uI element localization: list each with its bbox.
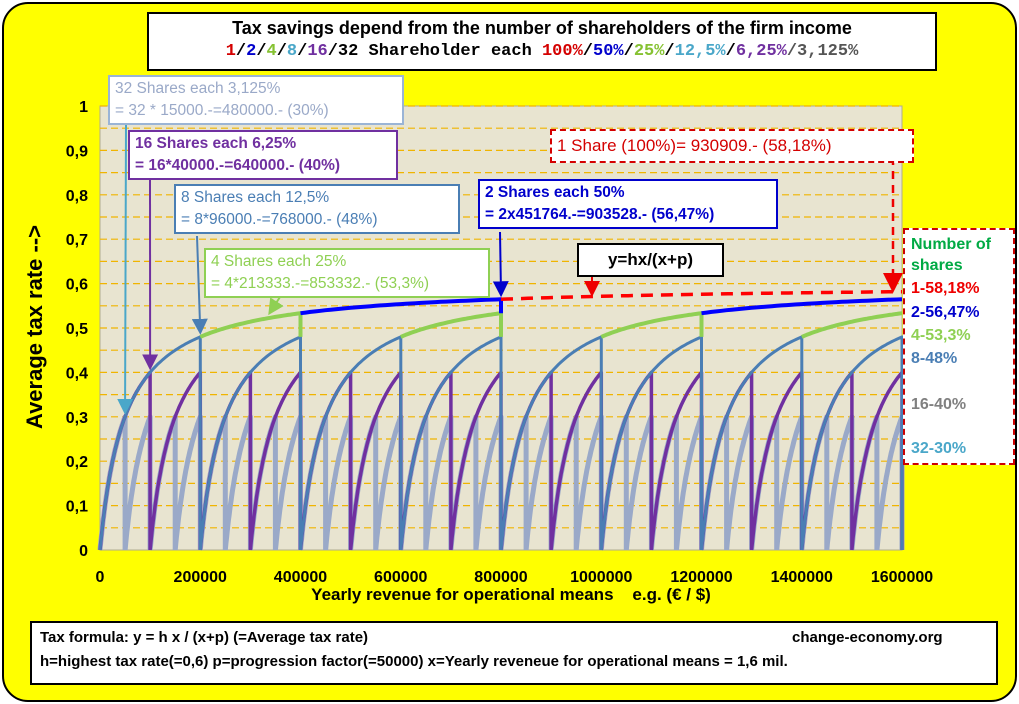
subtitle-part: 8 xyxy=(286,42,298,61)
x-tick-label: 0 xyxy=(96,569,105,586)
annotation-2-line2: = 2x451764.-=903528.- (56,47%) xyxy=(485,206,715,223)
annotation-2-line1: 2 Shares each 50% xyxy=(485,184,625,201)
title-box: Tax savings depend from the number of sh… xyxy=(147,12,937,71)
subtitle-part: /32 Shareholder each xyxy=(327,42,542,61)
annotation-connector xyxy=(492,231,509,298)
legend-item-2: 2-56,47% xyxy=(911,304,980,321)
chart-subtitle: 1/2/4/8/16/32 Shareholder each 100%/50%/… xyxy=(149,42,935,61)
annotation-8-shares: 8 Shares each 12,5% = 8*96000.-=768000.-… xyxy=(174,184,460,234)
annotation-16-line2: = 16*40000.-=640000.- (40%) xyxy=(135,157,341,174)
subtitle-part: 4 xyxy=(266,42,277,61)
annotation-8-line1: 8 Shares each 12,5% xyxy=(181,189,330,206)
y-tick-label: 0,2 xyxy=(66,454,88,471)
legend-item-8: 8-48% xyxy=(911,350,958,367)
y-tick-label: 0,6 xyxy=(66,277,88,294)
subtitle-part: / xyxy=(276,42,287,61)
y-tick-label: 0,4 xyxy=(66,365,88,382)
subtitle-part: 2 xyxy=(246,42,257,61)
annotation-32-shares: 32 Shares each 3,125% = 32 * 15000.-=480… xyxy=(108,75,404,125)
annotation-2-shares: 2 Shares each 50% = 2x451764.-=903528.- … xyxy=(478,179,778,229)
subtitle-part: 12,5% xyxy=(674,42,726,61)
subtitle-part: / xyxy=(582,42,593,61)
formula-parameters-text: h=highest tax rate(=0,6) p=progression f… xyxy=(40,653,788,670)
series-2-shares-line xyxy=(300,297,903,316)
y-tick-label: 0,7 xyxy=(66,232,88,249)
y-tick-label: 0,9 xyxy=(66,143,88,160)
x-tick-label: 1400000 xyxy=(771,569,833,586)
subtitle-part: 6,25% xyxy=(735,42,787,61)
legend: Number of shares 1-58,18% 2-56,47% 4-53,… xyxy=(903,228,1015,465)
annotation-1-line1: 1 Share (100%)= 930909.- (58,18%) xyxy=(557,136,832,155)
annotation-32-line2: = 32 * 15000.-=480000.- (30%) xyxy=(115,102,329,119)
y-tick-label: 1 xyxy=(79,99,88,116)
x-axis-label: Yearly revenue for operational means e.g… xyxy=(311,585,711,604)
subtitle-part: 25% xyxy=(633,42,665,61)
annotation-4-shares: 4 Shares each 25% = 4*213333.-=853332.- … xyxy=(204,248,490,298)
y-tick-label: 0,1 xyxy=(66,499,88,516)
y-tick-label: 0,8 xyxy=(66,188,88,205)
annotation-connector xyxy=(191,235,208,335)
annotation-connector xyxy=(117,123,134,415)
x-tick-label: 1600000 xyxy=(871,569,933,586)
subtitle-part: / xyxy=(664,42,675,61)
x-tick-label: 600000 xyxy=(374,569,427,586)
legend-item-1: 1-58,18% xyxy=(911,280,980,297)
x-tick-label: 1200000 xyxy=(670,569,732,586)
x-tick-label: 400000 xyxy=(274,569,327,586)
subtitle-part: / xyxy=(256,42,267,61)
series-1-share-line xyxy=(500,289,902,302)
annotation-4-line2: = 4*213333.-=853332.- (53,3%) xyxy=(211,275,430,292)
annotation-16-line1: 16 Shares each 6,25% xyxy=(135,135,297,152)
subtitle-part: 100% xyxy=(541,42,583,61)
formula-box: Tax formula: y = h x / (x+p) (=Average t… xyxy=(30,621,998,685)
series-8-shares-line xyxy=(98,335,904,551)
chart-title: Tax savings depend from the number of sh… xyxy=(232,18,852,38)
x-tick-label: 200000 xyxy=(174,569,227,586)
y-axis-label: Average tax rate --> xyxy=(22,225,47,429)
series-4-shares-line xyxy=(199,311,903,339)
y-tick-label: 0,3 xyxy=(66,410,88,427)
subtitle-part: / xyxy=(623,42,634,61)
subtitle-part: / xyxy=(235,42,247,61)
subtitle-part: / xyxy=(725,42,736,61)
tax-formula-text: Tax formula: y = h x / (x+p) (=Average t… xyxy=(40,629,369,646)
legend-item-16: 16-40% xyxy=(911,396,967,413)
annotation-1-share: 1 Share (100%)= 930909.- (58,18%) xyxy=(550,129,914,163)
legend-title: Number of shares xyxy=(911,236,991,274)
x-tick-label: 800000 xyxy=(474,569,527,586)
y-tick-label: 0,5 xyxy=(66,321,88,338)
legend-item-32: 32-30% xyxy=(911,440,967,457)
formula-callout-text: y=hx/(x+p) xyxy=(607,250,694,269)
annotation-4-line1: 4 Shares each 25% xyxy=(211,253,347,270)
formula-callout: y=hx/(x+p) xyxy=(577,243,724,277)
subtitle-part: / xyxy=(297,42,308,61)
subtitle-part: 16 xyxy=(307,42,328,61)
annotation-8-line2: = 8*96000.-=768000.- (48%) xyxy=(181,211,378,228)
subtitle-part: /3,125% xyxy=(786,42,859,61)
annotation-32-line1: 32 Shares each 3,125% xyxy=(115,80,281,97)
annotation-connector xyxy=(268,296,284,316)
legend-item-4: 4-53,3% xyxy=(911,327,971,344)
y-tick-label: 0 xyxy=(79,543,88,560)
x-tick-label: 1000000 xyxy=(570,569,632,586)
website-label: change-economy.org xyxy=(792,629,943,646)
subtitle-part: 50% xyxy=(593,42,624,61)
subtitle-part: 1 xyxy=(225,42,236,61)
annotation-16-shares: 16 Shares each 6,25% = 16*40000.-=640000… xyxy=(128,130,398,180)
